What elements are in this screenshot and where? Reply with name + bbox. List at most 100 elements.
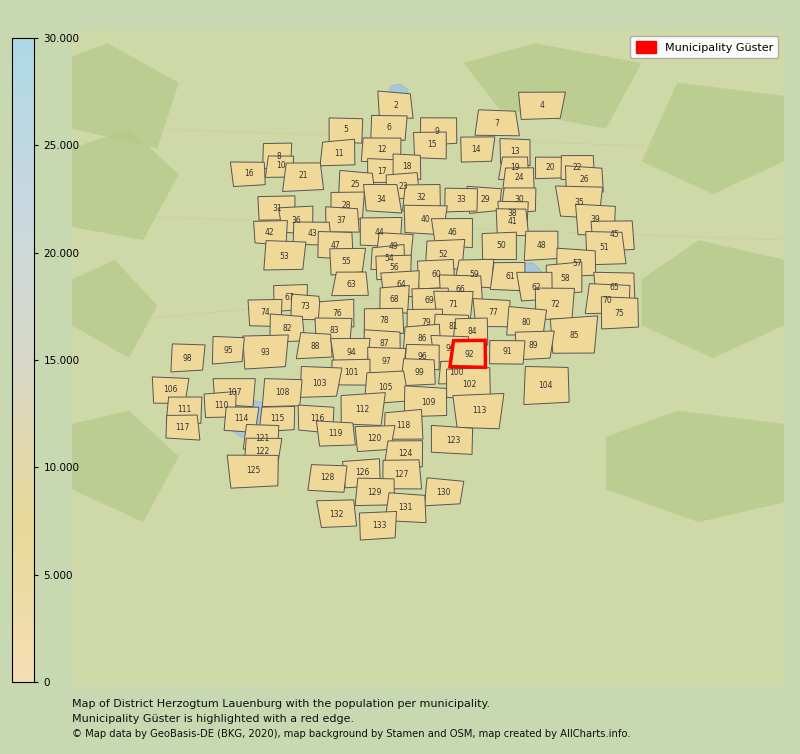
Text: 18: 18 <box>402 162 411 171</box>
Text: 70: 70 <box>602 296 612 305</box>
Text: 123: 123 <box>446 436 460 445</box>
Polygon shape <box>431 425 473 455</box>
Text: 104: 104 <box>538 382 553 391</box>
Polygon shape <box>152 377 189 403</box>
Text: 44: 44 <box>374 228 385 237</box>
Text: 76: 76 <box>332 309 342 318</box>
Polygon shape <box>412 288 449 314</box>
Text: 99: 99 <box>414 368 424 377</box>
Polygon shape <box>546 262 582 295</box>
Polygon shape <box>227 455 278 488</box>
Text: 118: 118 <box>396 421 410 430</box>
Text: 107: 107 <box>227 388 242 397</box>
Text: Map of District Herzogtum Lauenburg with the population per municipality.: Map of District Herzogtum Lauenburg with… <box>72 699 490 709</box>
Text: 120: 120 <box>367 434 382 443</box>
Text: 125: 125 <box>246 467 261 476</box>
Text: 117: 117 <box>175 422 190 431</box>
Polygon shape <box>386 173 420 198</box>
Polygon shape <box>378 91 413 118</box>
Text: 24: 24 <box>514 173 524 182</box>
Polygon shape <box>258 196 295 220</box>
Polygon shape <box>371 244 405 270</box>
Polygon shape <box>320 139 355 166</box>
Text: 126: 126 <box>355 468 370 477</box>
Text: 52: 52 <box>439 250 449 259</box>
Text: 96: 96 <box>418 352 427 361</box>
Text: 65: 65 <box>610 283 619 292</box>
Polygon shape <box>244 438 282 465</box>
Polygon shape <box>204 391 236 418</box>
Polygon shape <box>561 155 594 180</box>
Polygon shape <box>401 359 435 386</box>
Polygon shape <box>259 406 294 432</box>
Polygon shape <box>270 314 305 342</box>
Polygon shape <box>450 340 486 367</box>
Text: 95: 95 <box>224 346 234 355</box>
Polygon shape <box>341 393 386 425</box>
Polygon shape <box>606 411 784 523</box>
Text: 121: 121 <box>256 434 270 443</box>
Text: 37: 37 <box>336 216 346 225</box>
Text: 48: 48 <box>537 241 546 250</box>
Text: 71: 71 <box>448 300 458 309</box>
Polygon shape <box>393 154 421 179</box>
Polygon shape <box>500 139 530 166</box>
Polygon shape <box>330 248 366 275</box>
Polygon shape <box>431 219 473 247</box>
Polygon shape <box>291 294 322 320</box>
Polygon shape <box>338 170 375 198</box>
Polygon shape <box>402 185 440 211</box>
Polygon shape <box>418 259 455 289</box>
Polygon shape <box>72 260 158 358</box>
Polygon shape <box>318 231 354 259</box>
Polygon shape <box>381 271 419 296</box>
Text: 26: 26 <box>580 175 590 184</box>
Text: 111: 111 <box>178 405 192 414</box>
Polygon shape <box>591 221 634 252</box>
Text: 19: 19 <box>510 164 520 173</box>
Polygon shape <box>505 263 546 296</box>
Polygon shape <box>364 308 404 334</box>
Text: 94: 94 <box>346 348 356 357</box>
Polygon shape <box>498 201 528 225</box>
Text: 9: 9 <box>435 127 440 136</box>
Polygon shape <box>405 345 439 369</box>
Text: 13: 13 <box>510 147 520 156</box>
Text: 30: 30 <box>514 195 524 204</box>
Polygon shape <box>371 115 407 140</box>
Text: 8: 8 <box>276 152 281 161</box>
Polygon shape <box>403 324 441 351</box>
Polygon shape <box>213 379 255 406</box>
Text: 124: 124 <box>398 449 413 458</box>
Polygon shape <box>364 329 400 357</box>
Text: 97: 97 <box>382 357 391 366</box>
Polygon shape <box>431 336 469 362</box>
Text: 23: 23 <box>398 182 408 191</box>
Polygon shape <box>266 156 294 177</box>
Polygon shape <box>298 405 334 434</box>
Polygon shape <box>473 299 510 326</box>
Text: 59: 59 <box>470 270 479 279</box>
Polygon shape <box>501 188 536 213</box>
Text: 31: 31 <box>272 204 282 213</box>
Text: 130: 130 <box>437 488 451 497</box>
Text: 105: 105 <box>378 383 393 392</box>
Text: 68: 68 <box>389 295 398 304</box>
Polygon shape <box>359 511 397 540</box>
Text: 108: 108 <box>275 388 290 397</box>
Polygon shape <box>503 168 534 190</box>
Text: 77: 77 <box>489 308 498 317</box>
Polygon shape <box>225 401 282 442</box>
Text: 6: 6 <box>386 123 391 132</box>
Text: 106: 106 <box>163 385 178 394</box>
Polygon shape <box>318 299 354 327</box>
Text: 63: 63 <box>346 280 356 290</box>
Polygon shape <box>404 205 447 234</box>
Polygon shape <box>439 275 482 304</box>
Text: 127: 127 <box>394 470 408 480</box>
Polygon shape <box>602 297 638 329</box>
Text: 33: 33 <box>457 195 466 204</box>
Text: 40: 40 <box>421 215 430 224</box>
Polygon shape <box>434 291 473 318</box>
Text: 69: 69 <box>425 296 434 305</box>
